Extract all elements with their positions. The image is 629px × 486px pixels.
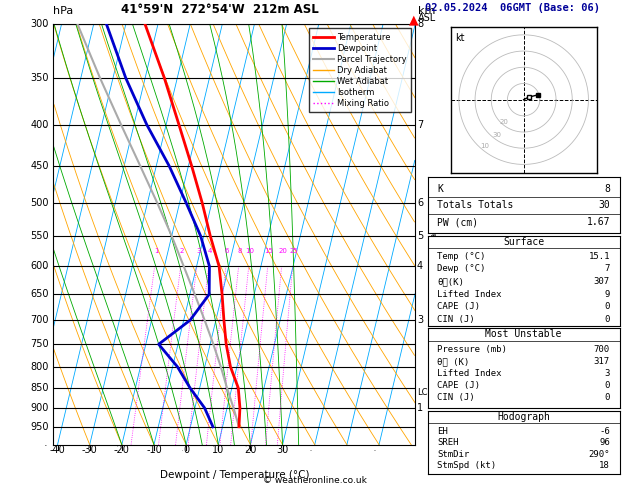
Text: ▲: ▲ [409, 13, 419, 26]
Text: 450: 450 [31, 161, 49, 171]
Text: 25: 25 [289, 248, 298, 255]
Text: 15: 15 [264, 248, 274, 255]
Text: 3: 3 [604, 369, 610, 378]
Text: 850: 850 [31, 383, 49, 393]
Text: 9: 9 [604, 290, 610, 299]
Text: 8: 8 [604, 184, 610, 193]
Text: 02.05.2024  06GMT (Base: 06): 02.05.2024 06GMT (Base: 06) [425, 2, 599, 13]
Text: 6: 6 [225, 248, 230, 255]
Text: © weatheronline.co.uk: © weatheronline.co.uk [262, 476, 367, 485]
Text: 20: 20 [278, 248, 287, 255]
Text: 3: 3 [196, 248, 201, 255]
Text: 15.1: 15.1 [589, 252, 610, 261]
Text: 600: 600 [31, 261, 49, 271]
Text: -10: -10 [146, 445, 162, 455]
Text: PW (cm): PW (cm) [437, 217, 479, 227]
Text: 20: 20 [244, 445, 257, 455]
Text: LCL: LCL [417, 387, 432, 397]
Text: km: km [418, 5, 436, 16]
Text: 750: 750 [30, 339, 49, 349]
Text: kt: kt [455, 33, 465, 43]
Text: Mixing Ratio (g/kg): Mixing Ratio (g/kg) [430, 191, 438, 278]
Text: Lifted Index: Lifted Index [437, 290, 502, 299]
Text: CAPE (J): CAPE (J) [437, 382, 481, 390]
Text: 30: 30 [598, 200, 610, 210]
Text: 10: 10 [481, 143, 489, 149]
Text: 550: 550 [30, 231, 49, 241]
Text: -30: -30 [82, 445, 97, 455]
X-axis label: Dewpoint / Temperature (°C): Dewpoint / Temperature (°C) [160, 470, 309, 480]
Text: 41°59'N  272°54'W  212m ASL: 41°59'N 272°54'W 212m ASL [121, 2, 319, 16]
Text: Pressure (mb): Pressure (mb) [437, 345, 507, 354]
Text: 400: 400 [31, 120, 49, 130]
Text: 10: 10 [212, 445, 225, 455]
Text: hPa: hPa [53, 5, 74, 16]
Text: CIN (J): CIN (J) [437, 393, 475, 402]
Text: 96: 96 [599, 438, 610, 448]
Text: -6: -6 [599, 427, 610, 436]
Text: -20: -20 [114, 445, 130, 455]
Text: -40: -40 [50, 445, 65, 455]
Text: 2: 2 [180, 248, 184, 255]
Text: 30: 30 [277, 445, 289, 455]
Text: Dewp (°C): Dewp (°C) [437, 264, 486, 274]
Text: CAPE (J): CAPE (J) [437, 302, 481, 311]
Text: Hodograph: Hodograph [497, 412, 550, 422]
Text: 7: 7 [604, 264, 610, 274]
Text: 300: 300 [31, 19, 49, 29]
Text: Most Unstable: Most Unstable [486, 330, 562, 339]
Text: 18: 18 [599, 461, 610, 470]
Text: 0: 0 [604, 393, 610, 402]
Text: K: K [437, 184, 443, 193]
Text: θᴄ(K): θᴄ(K) [437, 277, 464, 286]
Text: ASL: ASL [418, 13, 437, 23]
Legend: Temperature, Dewpoint, Parcel Trajectory, Dry Adiabat, Wet Adiabat, Isotherm, Mi: Temperature, Dewpoint, Parcel Trajectory… [309, 29, 411, 112]
Text: 8: 8 [417, 19, 423, 29]
Text: CIN (J): CIN (J) [437, 315, 475, 324]
Text: 6: 6 [417, 198, 423, 208]
Text: 800: 800 [31, 362, 49, 372]
Text: 10: 10 [245, 248, 255, 255]
Text: 3: 3 [417, 315, 423, 325]
Text: 650: 650 [31, 289, 49, 299]
Text: 20: 20 [500, 119, 509, 125]
Text: 4: 4 [417, 261, 423, 271]
Text: Surface: Surface [503, 237, 544, 247]
Text: StmSpd (kt): StmSpd (kt) [437, 461, 496, 470]
Text: 317: 317 [594, 357, 610, 366]
Text: 0: 0 [183, 445, 189, 455]
Text: 307: 307 [594, 277, 610, 286]
Text: 0: 0 [604, 382, 610, 390]
Text: 290°: 290° [589, 450, 610, 459]
Text: Temp (°C): Temp (°C) [437, 252, 486, 261]
Text: 8: 8 [238, 248, 242, 255]
Text: 1: 1 [154, 248, 159, 255]
Text: Totals Totals: Totals Totals [437, 200, 514, 210]
Text: 700: 700 [31, 315, 49, 325]
Text: 900: 900 [31, 403, 49, 413]
Text: StmDir: StmDir [437, 450, 470, 459]
Text: 1: 1 [417, 403, 423, 413]
Text: Lifted Index: Lifted Index [437, 369, 502, 378]
Text: 700: 700 [594, 345, 610, 354]
Text: 0: 0 [604, 315, 610, 324]
Text: θᴄ (K): θᴄ (K) [437, 357, 470, 366]
Text: 4: 4 [208, 248, 212, 255]
Text: 7: 7 [417, 120, 423, 130]
Text: 350: 350 [31, 73, 49, 83]
Text: 30: 30 [493, 132, 501, 138]
Text: 5: 5 [417, 231, 423, 241]
Text: 1.67: 1.67 [586, 217, 610, 227]
Text: EH: EH [437, 427, 448, 436]
Text: 500: 500 [31, 198, 49, 208]
Text: 0: 0 [604, 302, 610, 311]
Text: 950: 950 [31, 422, 49, 432]
Text: SREH: SREH [437, 438, 459, 448]
